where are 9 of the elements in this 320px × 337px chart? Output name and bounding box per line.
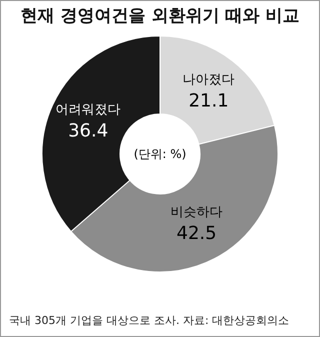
slice-label: 어려워졌다 bbox=[56, 102, 121, 118]
data-label: 21.1 bbox=[188, 90, 229, 112]
data-label: 42.5 bbox=[176, 223, 217, 244]
slice-label: 비슷하다 bbox=[170, 205, 223, 220]
text: (단위: %) bbox=[134, 147, 186, 161]
data-label: 36.4 bbox=[68, 120, 108, 142]
text: 국내 305개 기업을 대상으로 조사. 자료: 대한상공회의소 bbox=[9, 313, 290, 328]
chart-title: 현재 경영여건을 외환위기 때와 비교 bbox=[20, 6, 300, 26]
slice-label: 나아졌다 bbox=[182, 72, 235, 88]
